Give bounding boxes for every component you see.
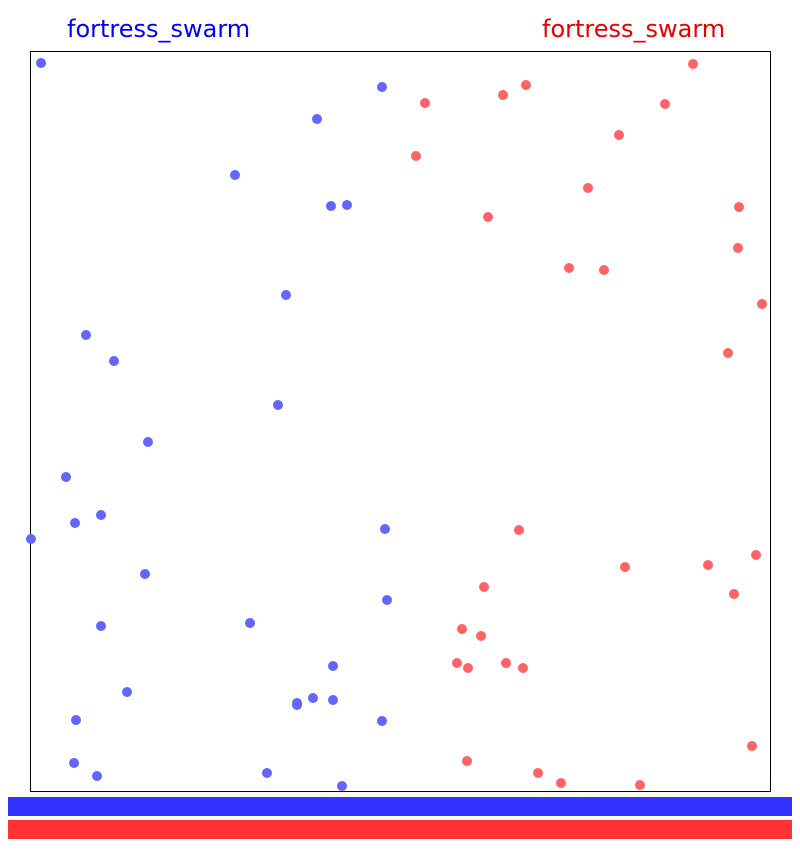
red-unit <box>556 778 566 788</box>
battlefield <box>26 51 771 792</box>
blue-unit <box>328 661 338 671</box>
red-unit <box>518 663 528 673</box>
red-unit <box>747 741 757 751</box>
blue-unit <box>71 715 81 725</box>
blue-unit <box>377 716 387 726</box>
red-unit <box>583 183 593 193</box>
blue-team-name: fortress_swarm <box>67 15 251 43</box>
blue-unit <box>377 82 387 92</box>
red-unit <box>452 658 462 668</box>
blue-health-bar <box>8 797 792 816</box>
red-unit <box>476 631 486 641</box>
blue-unit <box>70 518 80 528</box>
red-unit <box>533 768 543 778</box>
red-unit <box>729 589 739 599</box>
blue-unit <box>109 356 119 366</box>
battlefield-border <box>30 51 771 792</box>
red-unit <box>420 98 430 108</box>
red-unit <box>463 663 473 673</box>
blue-unit <box>36 58 46 68</box>
red-unit <box>733 243 743 253</box>
blue-unit <box>230 170 240 180</box>
red-unit <box>688 59 698 69</box>
blue-unit <box>328 695 338 705</box>
red-unit <box>521 80 531 90</box>
blue-unit <box>61 472 71 482</box>
red-health-bar <box>8 820 792 839</box>
blue-unit <box>292 700 302 710</box>
blue-unit <box>308 693 318 703</box>
red-unit <box>757 299 767 309</box>
blue-unit <box>281 290 291 300</box>
blue-unit <box>96 510 106 520</box>
red-unit <box>614 130 624 140</box>
blue-unit <box>140 569 150 579</box>
red-unit <box>723 348 733 358</box>
red-unit <box>635 780 645 790</box>
blue-unit <box>273 400 283 410</box>
blue-unit <box>382 595 392 605</box>
red-unit <box>703 560 713 570</box>
blue-unit <box>262 768 272 778</box>
red-unit <box>411 151 421 161</box>
blue-unit <box>143 437 153 447</box>
red-unit <box>564 263 574 273</box>
blue-unit <box>245 618 255 628</box>
red-unit <box>462 756 472 766</box>
blue-unit <box>92 771 102 781</box>
blue-unit <box>342 200 352 210</box>
blue-unit <box>96 621 106 631</box>
blue-unit <box>122 687 132 697</box>
blue-unit <box>81 330 91 340</box>
red-unit <box>457 624 467 634</box>
red-unit <box>620 562 630 572</box>
red-units <box>411 59 767 790</box>
red-unit <box>479 582 489 592</box>
red-unit <box>501 658 511 668</box>
red-unit <box>599 265 609 275</box>
blue-unit <box>26 534 36 544</box>
blue-units <box>26 58 392 791</box>
red-team-name: fortress_swarm <box>542 15 726 43</box>
blue-unit <box>337 781 347 791</box>
blue-unit <box>380 524 390 534</box>
blue-unit <box>312 114 322 124</box>
red-unit <box>498 90 508 100</box>
blue-unit <box>69 758 79 768</box>
red-unit <box>751 550 761 560</box>
red-unit <box>660 99 670 109</box>
red-unit <box>514 525 524 535</box>
blue-unit <box>326 201 336 211</box>
red-unit <box>734 202 744 212</box>
red-unit <box>483 212 493 222</box>
